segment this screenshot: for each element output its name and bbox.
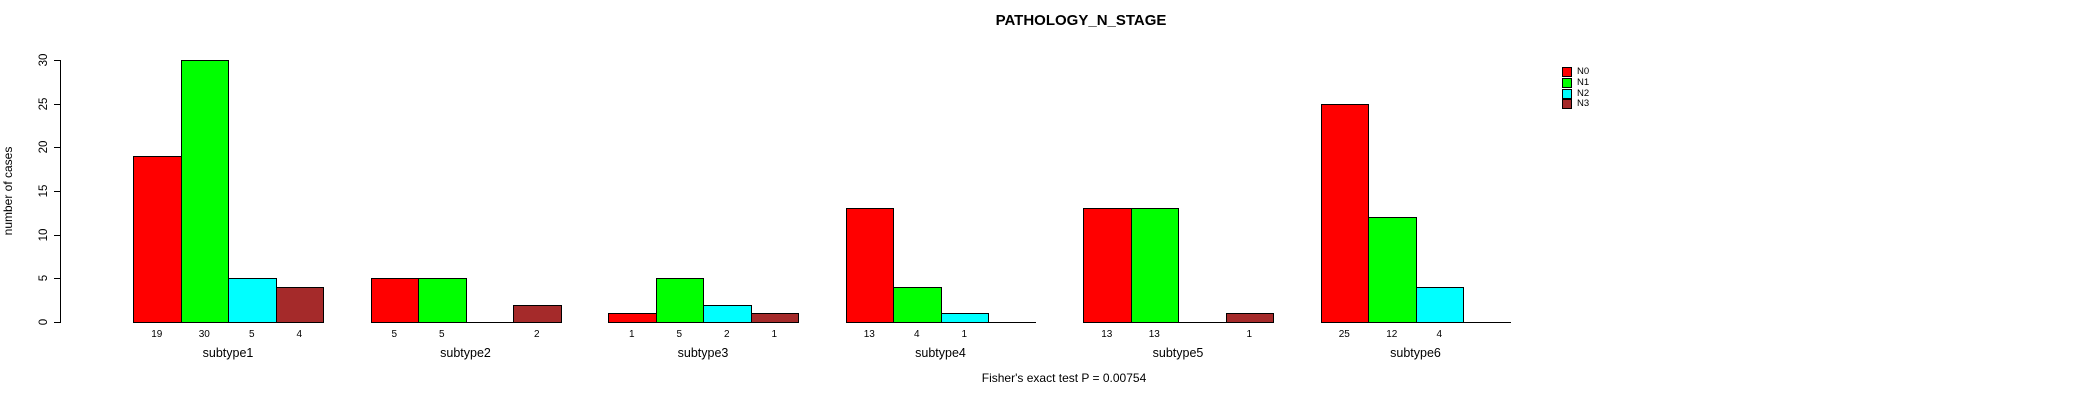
y-axis-tick-label: 5 <box>38 275 50 282</box>
legend-swatch-icon <box>1562 99 1572 110</box>
chart-title: PATHOLOGY_N_STAGE <box>995 12 1167 29</box>
bar-value-label: 2 <box>723 329 730 340</box>
category-label: subtype2 <box>440 346 491 360</box>
bar <box>655 278 704 323</box>
bar <box>513 304 562 323</box>
bar-value-label: 1 <box>1246 329 1253 340</box>
bar <box>1083 208 1132 323</box>
bar-value-label: 30 <box>198 329 210 340</box>
y-axis-tick-label: 0 <box>38 318 50 326</box>
bar <box>1368 217 1417 323</box>
bar-value-label: 25 <box>1338 329 1350 340</box>
y-axis-line <box>60 60 61 323</box>
bar-value-label: 5 <box>676 329 683 340</box>
y-axis-tick <box>54 60 60 61</box>
y-axis-tick-label: 25 <box>38 97 50 111</box>
bar-value-label: 13 <box>1101 329 1113 340</box>
bar-value-label: 5 <box>391 329 398 340</box>
legend-item: N3 <box>1562 98 1590 110</box>
legend-swatch-icon <box>1562 77 1572 88</box>
y-axis-tick-label: 20 <box>38 140 50 154</box>
bar-value-label: 13 <box>863 329 875 340</box>
bar <box>1130 208 1179 323</box>
category-label: subtype5 <box>1152 346 1204 360</box>
legend-label: N1 <box>1577 76 1590 88</box>
y-axis-tick-label: 15 <box>38 184 50 198</box>
bar-value-label: 2 <box>533 329 540 340</box>
bar-value-label: 1 <box>961 329 968 340</box>
bar <box>133 156 182 323</box>
category-label: subtype6 <box>1390 346 1441 360</box>
y-axis-tick <box>54 322 60 323</box>
bar <box>845 208 894 323</box>
bar <box>418 278 467 323</box>
bar <box>1415 287 1464 323</box>
y-axis-tick-label: 10 <box>38 228 50 242</box>
bar-value-label: 4 <box>1436 329 1443 340</box>
category-label: subtype1 <box>202 346 254 360</box>
bar <box>180 60 229 323</box>
bar <box>893 287 942 323</box>
legend-label: N3 <box>1577 98 1590 110</box>
y-axis-tick-label: 30 <box>38 53 50 67</box>
bar <box>1225 313 1274 323</box>
bar-value-label: 5 <box>248 329 255 340</box>
bar-value-label: 13 <box>1148 329 1160 340</box>
bar <box>608 313 657 323</box>
bar-value-label: 4 <box>913 329 920 340</box>
y-axis-label: number of cases <box>1 146 15 236</box>
bar-value-label: 4 <box>296 329 303 340</box>
bar <box>750 313 799 323</box>
y-axis-tick <box>54 234 60 236</box>
bar <box>1320 103 1369 323</box>
bar <box>275 287 324 323</box>
footer-note: Fisher's exact test P = 0.00754 <box>981 371 1147 385</box>
bar <box>228 278 277 323</box>
bar <box>703 304 752 323</box>
category-label: subtype4 <box>915 346 966 360</box>
bar <box>370 278 419 323</box>
bar <box>940 313 989 323</box>
legend-label: N0 <box>1577 66 1590 77</box>
y-axis-tick <box>54 191 60 192</box>
legend-label: N2 <box>1577 87 1590 99</box>
legend-item: N0 <box>1562 67 1589 77</box>
y-axis-tick <box>54 278 60 280</box>
bar-value-label: 1 <box>628 329 635 340</box>
legend-item: N1 <box>1562 76 1590 88</box>
category-label: subtype3 <box>677 346 729 360</box>
y-axis-tick <box>54 147 60 149</box>
legend-item: N2 <box>1562 87 1590 99</box>
bar-value-label: 12 <box>1386 329 1398 340</box>
y-axis-tick <box>54 103 60 105</box>
legend-swatch-icon <box>1562 88 1572 99</box>
legend-swatch-icon <box>1562 67 1572 77</box>
bar-value-label: 1 <box>771 329 778 340</box>
bar-value-label: 5 <box>438 329 445 340</box>
bar-value-label: 19 <box>151 329 163 340</box>
